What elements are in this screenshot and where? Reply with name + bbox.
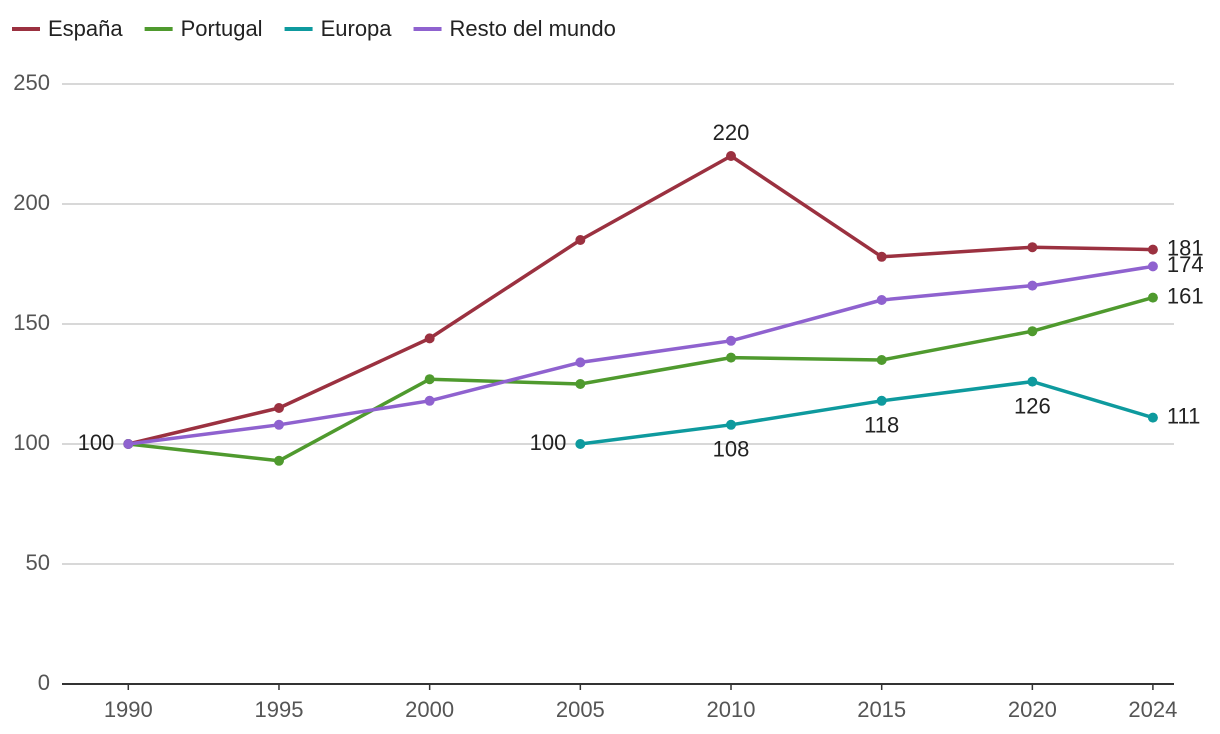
point	[876, 251, 887, 262]
point	[273, 455, 284, 466]
point	[1027, 280, 1038, 291]
data-label: 174	[1167, 252, 1204, 277]
legend-label: Europa	[321, 16, 393, 41]
point	[1027, 376, 1038, 387]
y-tick-label: 200	[13, 190, 50, 215]
point	[575, 439, 586, 449]
point	[726, 352, 737, 363]
series-line	[128, 264, 1154, 446]
data-label: 108	[713, 437, 750, 462]
point	[1147, 412, 1158, 423]
data-label: 118	[864, 413, 899, 438]
point	[726, 335, 737, 346]
point	[575, 357, 586, 368]
point	[273, 403, 284, 413]
point	[726, 419, 737, 430]
data-label: 220	[713, 120, 750, 145]
point	[1147, 292, 1158, 303]
point	[1147, 244, 1158, 255]
data-label: 100	[78, 430, 115, 455]
y-tick-label: 150	[13, 310, 50, 335]
point	[1027, 326, 1038, 337]
y-tick-label: 0	[38, 670, 50, 695]
data-label: 161	[1167, 283, 1204, 308]
point	[726, 151, 737, 161]
legend-label: Portugal	[181, 16, 263, 41]
x-tick-label: 2010	[707, 697, 756, 722]
x-tick-label: 2020	[1008, 697, 1057, 722]
legend-label: Resto del mundo	[450, 16, 616, 41]
point	[123, 439, 134, 449]
data-label: 181	[1167, 235, 1204, 260]
point	[424, 374, 435, 385]
point	[424, 395, 435, 406]
point	[876, 295, 887, 305]
point	[424, 333, 435, 344]
x-tick-label: 2015	[857, 697, 906, 722]
y-tick-label: 50	[26, 550, 50, 575]
x-tick-label: 2000	[405, 697, 454, 722]
data-label: 100	[530, 430, 567, 455]
series-line	[127, 154, 1153, 446]
point	[575, 235, 586, 245]
point	[876, 395, 887, 406]
point	[1027, 242, 1038, 253]
y-tick-label: 100	[13, 430, 50, 455]
x-tick-label: 1995	[254, 697, 303, 722]
point	[1147, 261, 1158, 272]
point	[575, 379, 586, 389]
y-tick-label: 250	[13, 70, 50, 95]
x-tick-label: 1990	[104, 697, 153, 722]
legend-label: España	[48, 16, 123, 41]
data-label: 111	[1167, 403, 1200, 428]
x-tick-label: 2005	[556, 697, 605, 722]
data-label: 126	[1014, 393, 1051, 418]
point	[273, 419, 284, 430]
x-tick-label: 2024	[1128, 697, 1177, 722]
series-line	[128, 295, 1154, 463]
point	[876, 355, 887, 365]
